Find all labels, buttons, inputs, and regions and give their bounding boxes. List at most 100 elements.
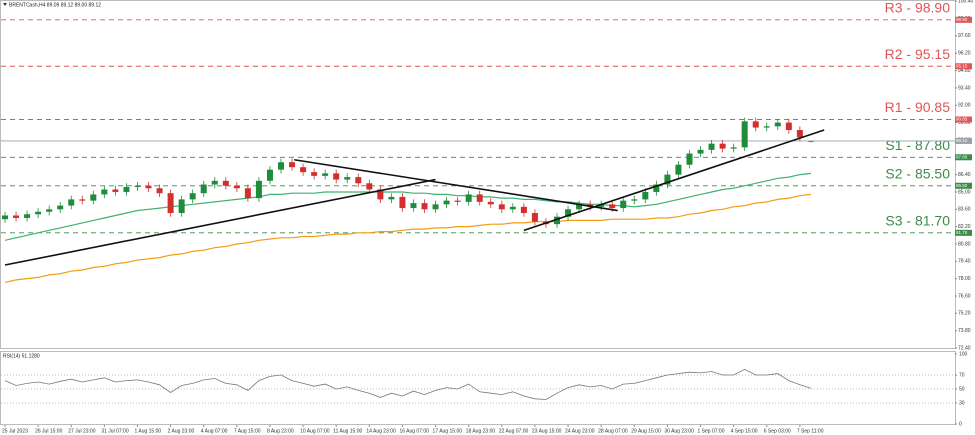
level-tag-label: 81.70: [956, 230, 968, 235]
level-tag-label: 98.90: [956, 17, 968, 22]
candle-body: [333, 173, 340, 180]
x-tick-label: 31 Jul 07:00: [101, 428, 128, 434]
y-tick-label: 96.20: [958, 51, 971, 57]
rsi-line: [4, 368, 812, 400]
moving-average: [4, 193, 811, 283]
candle-body: [46, 209, 53, 212]
level-tag: [955, 63, 972, 70]
candle-body: [807, 140, 814, 142]
trendline: [294, 158, 618, 212]
candle-body: [774, 122, 781, 127]
title-icon: [3, 3, 7, 6]
y-tick-label: 83.60: [958, 207, 971, 213]
candle-body: [752, 121, 759, 128]
candle-body: [531, 213, 538, 222]
candle-body: [520, 206, 527, 214]
x-tick-label: 29 Aug 15:00: [631, 428, 661, 434]
candle-body: [266, 169, 273, 181]
trendline: [523, 129, 825, 232]
y-tick-label: 92.00: [958, 103, 971, 109]
candle-body: [278, 162, 284, 170]
candle-body: [145, 185, 152, 189]
candle-body: [233, 185, 240, 189]
y-tick-label: 100.40: [958, 0, 974, 5]
y-tick-label: 86.40: [958, 172, 971, 178]
rsi-title: RSI(14) 51.1280: [3, 353, 40, 359]
candle-body: [156, 188, 163, 194]
y-tick-label: 76.60: [958, 293, 971, 299]
x-tick-label: 4 Sep 15:00: [731, 428, 758, 434]
candle-body: [565, 209, 572, 217]
rsi-tick-label: 100: [959, 351, 968, 357]
rsi-tick-label: 0: [959, 421, 962, 427]
y-tick-label: 93.40: [958, 85, 971, 91]
y-tick-label: 85.00: [958, 189, 971, 195]
price-panel: [0, 0, 956, 349]
candle-body: [377, 189, 384, 200]
x-tick-label: 7 Sep 11:00: [797, 428, 824, 434]
y-tick-label: 90.60: [958, 120, 971, 126]
candle-body: [785, 122, 792, 131]
candle-body: [675, 164, 682, 175]
candle-body: [421, 203, 428, 210]
price-tag-label: 89.12: [956, 138, 968, 143]
candle-body: [200, 184, 207, 194]
y-tick-label: 97.60: [958, 33, 971, 39]
candle-body: [289, 162, 296, 168]
candle-body: [189, 193, 196, 200]
x-tick-label: 8 Aug 23:00: [267, 428, 294, 434]
candle-body: [35, 211, 42, 215]
candle-body: [300, 167, 307, 173]
candle-body: [454, 200, 461, 202]
rsi-panel: [0, 351, 956, 425]
level-tag: [955, 182, 972, 189]
candle-body: [167, 193, 174, 214]
candle-body: [576, 204, 583, 210]
x-tick-label: 22 Aug 07:00: [499, 428, 529, 434]
y-tick-label: 82.20: [958, 224, 971, 230]
candle-body: [344, 177, 351, 180]
y-tick-label: 73.80: [958, 328, 971, 334]
x-tick-label: 4 Aug 07:00: [201, 428, 228, 434]
candle-body: [465, 194, 472, 202]
rsi-tick-label: 30: [959, 400, 965, 406]
y-tick-label: 78.00: [958, 276, 971, 282]
candle-body: [134, 185, 141, 188]
candle-body: [741, 121, 748, 148]
level-tag-label: 85.50: [956, 183, 968, 188]
level-label: R3 - 98.90: [885, 0, 951, 16]
price-tag: [955, 137, 972, 144]
candle-body: [311, 172, 318, 176]
x-tick-label: 16 Aug 07:00: [399, 428, 429, 434]
x-tick-label: 28 Aug 07:00: [598, 428, 628, 434]
x-tick-label: 25 Jul 2023: [2, 428, 28, 434]
candle-body: [697, 149, 704, 154]
candle-body: [631, 199, 638, 201]
x-tick-label: 18 Aug 23:00: [466, 428, 496, 434]
x-tick-label: 6 Sep 03:00: [764, 428, 791, 434]
candle-body: [57, 205, 64, 210]
y-tick-label: 79.40: [958, 259, 971, 265]
y-tick-label: 80.80: [958, 241, 971, 247]
x-tick-label: 26 Jul 15:00: [35, 428, 62, 434]
candle-body: [211, 180, 218, 185]
candle-body: [90, 194, 97, 201]
candle-body: [476, 194, 483, 202]
candle-body: [763, 126, 770, 128]
candle-body: [222, 180, 229, 186]
y-tick-label: 94.80: [958, 68, 971, 74]
candle-body: [112, 189, 119, 192]
rsi-tick-label: 70: [959, 372, 965, 378]
candle-body: [509, 206, 516, 210]
candle-body: [664, 174, 671, 185]
x-tick-label: 30 Aug 23:00: [664, 428, 694, 434]
moving-average: [4, 172, 811, 241]
x-tick-label: 27 Jul 23:00: [68, 428, 95, 434]
x-tick-label: 24 Aug 23:00: [565, 428, 595, 434]
x-tick-label: 2 Aug 23:00: [168, 428, 195, 434]
level-label: R2 - 95.15: [885, 46, 951, 62]
candle-body: [101, 189, 108, 195]
level-label: S1 - 87.80: [885, 137, 950, 153]
level-tag-label: 90.85: [956, 117, 968, 122]
